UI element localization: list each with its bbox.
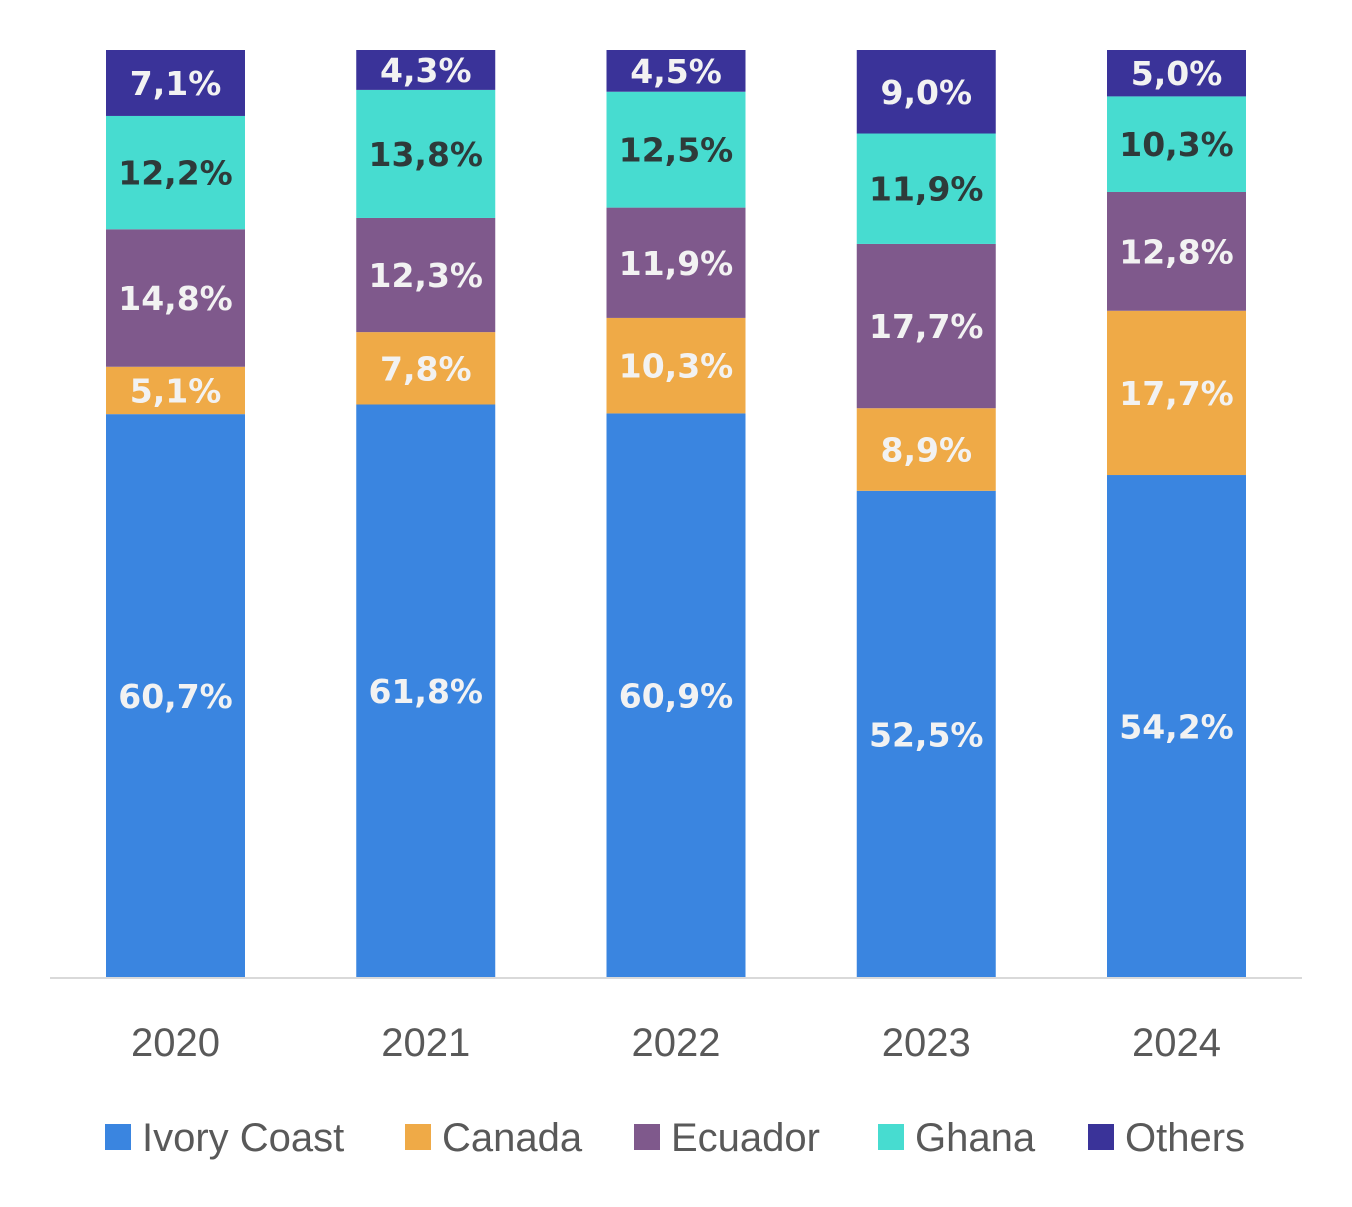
x-tick-label-2022: 2022 (632, 1021, 721, 1065)
bar-segment-canada-2023 (856, 408, 996, 491)
data-label-canada-2024: 17,7% (1119, 374, 1234, 413)
data-label-ghana-2024: 10,3% (1119, 125, 1234, 164)
bar-segment-ghana-2020 (106, 115, 245, 230)
bar-segment-others-2022 (606, 50, 746, 92)
data-label-ivory-coast-2020: 60,7% (118, 677, 233, 716)
legend-label-ecuador: Ecuador (671, 1116, 820, 1160)
data-label-ivory-coast-2024: 54,2% (1119, 708, 1234, 747)
legend: Ivory Coast Canada Ecuador Ghana Others (105, 1116, 1245, 1160)
legend-swatch-others (1088, 1124, 1114, 1150)
data-label-ivory-coast-2023: 52,5% (869, 715, 984, 754)
x-tick-label-2023: 2023 (882, 1021, 971, 1065)
x-tick-label-2024: 2024 (1132, 1021, 1221, 1065)
data-label-others-2021: 4,3% (380, 51, 472, 90)
legend-item-others: Others (1088, 1116, 1245, 1160)
bar-segment-ghana-2022 (606, 91, 746, 208)
bar-segment-canada-2022 (606, 317, 746, 414)
legend-swatch-ecuador (634, 1124, 660, 1150)
legend-label-canada: Canada (442, 1116, 583, 1160)
data-label-canada-2022: 10,3% (619, 347, 734, 386)
data-label-canada-2021: 7,8% (380, 349, 472, 388)
bar-segment-others-2024 (1107, 50, 1246, 97)
bar-segment-others-2021 (356, 50, 496, 90)
data-label-canada-2023: 8,9% (880, 431, 972, 470)
x-tick-label-2020: 2020 (131, 1021, 220, 1065)
bar-segment-ivory-coast-2021 (356, 404, 496, 979)
legend-item-ivory-coast: Ivory Coast (105, 1116, 344, 1160)
data-label-ghana-2023: 11,9% (869, 170, 984, 209)
bar-segment-canada-2021 (356, 332, 496, 405)
bar-segment-ivory-coast-2024 (1107, 475, 1246, 978)
data-label-others-2024: 5,0% (1131, 54, 1223, 93)
bar-segment-ivory-coast-2023 (856, 490, 996, 978)
data-label-ghana-2022: 12,5% (619, 131, 734, 170)
bar-segment-ecuador-2024 (1107, 191, 1246, 311)
data-label-canada-2020: 5,1% (130, 371, 222, 410)
data-label-ecuador-2024: 12,8% (1119, 232, 1234, 271)
data-label-ghana-2020: 12,2% (118, 154, 233, 193)
bar-segment-ecuador-2022 (606, 207, 746, 318)
bar-segment-others-2023 (856, 50, 996, 134)
bar-segment-others-2020 (106, 50, 245, 116)
bar-segment-ghana-2024 (1107, 96, 1246, 192)
legend-swatch-ghana (878, 1124, 904, 1150)
bar-segment-canada-2020 (106, 366, 245, 415)
data-label-ecuador-2021: 12,3% (369, 256, 484, 295)
bars-layer: 60,7% 5,1% 14,8% 12,2% 7,1% 61,8% 7,8% 12,3% 13,… (106, 50, 1246, 979)
data-label-ecuador-2023: 17,7% (869, 307, 984, 346)
data-label-others-2023: 9,0% (880, 73, 972, 112)
legend-swatch-canada (405, 1124, 431, 1150)
legend-label-others: Others (1125, 1116, 1245, 1160)
legend-item-ecuador: Ecuador (634, 1116, 820, 1160)
legend-item-canada: Canada (405, 1116, 583, 1160)
bar-segment-ghana-2021 (356, 89, 496, 218)
data-label-ivory-coast-2022: 60,9% (619, 677, 734, 716)
legend-label-ivory-coast: Ivory Coast (142, 1116, 344, 1160)
bar-segment-ecuador-2023 (856, 243, 996, 409)
bar-segment-canada-2024 (1107, 310, 1246, 476)
bar-segment-ivory-coast-2020 (106, 414, 245, 978)
legend-item-ghana: Ghana (878, 1116, 1036, 1160)
data-label-others-2020: 7,1% (130, 64, 222, 103)
data-label-ecuador-2020: 14,8% (118, 279, 233, 318)
bar-segment-ecuador-2021 (356, 217, 496, 333)
legend-swatch-ivory-coast (105, 1124, 131, 1150)
data-label-ghana-2021: 13,8% (369, 135, 484, 174)
x-tick-labels: 2020 2021 2022 2023 2024 (131, 1021, 1221, 1065)
bar-segment-ivory-coast-2022 (606, 413, 746, 978)
data-label-ivory-coast-2021: 61,8% (369, 672, 484, 711)
data-label-ecuador-2022: 11,9% (619, 244, 734, 283)
legend-label-ghana: Ghana (915, 1116, 1036, 1160)
bar-segment-ecuador-2020 (106, 229, 245, 367)
x-tick-label-2021: 2021 (381, 1021, 470, 1065)
bar-segment-ghana-2023 (856, 133, 996, 244)
data-label-others-2022: 4,5% (630, 52, 722, 91)
